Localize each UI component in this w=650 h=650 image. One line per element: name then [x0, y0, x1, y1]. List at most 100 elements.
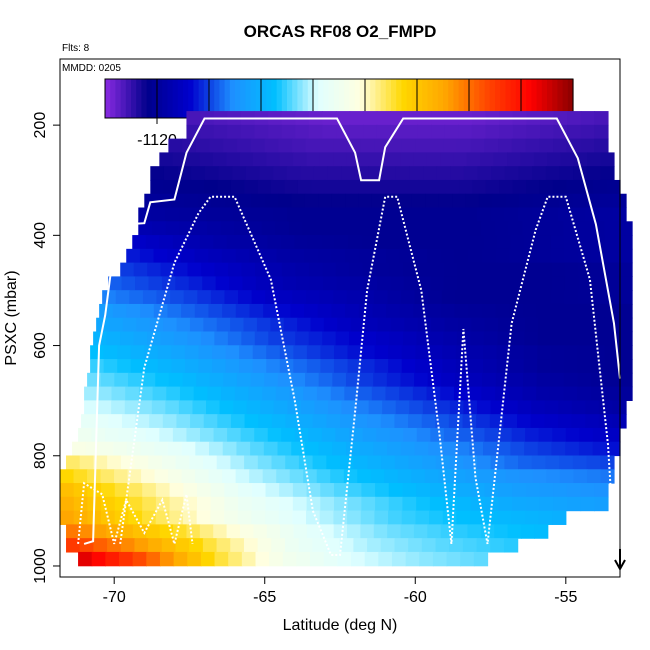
heatmap-cell	[571, 414, 586, 429]
heatmap-cell	[224, 496, 239, 512]
heatmap-cell	[219, 400, 234, 415]
heatmap-cell	[362, 427, 377, 443]
heatmap-cell	[388, 359, 403, 374]
heatmap-cell	[360, 138, 376, 154]
heatmap-cell	[409, 166, 424, 181]
heatmap-cell	[468, 372, 483, 388]
heatmap-cell	[176, 414, 191, 429]
heatmap-cell	[385, 248, 401, 264]
heatmap-cell	[168, 372, 184, 388]
heatmap-cell	[210, 290, 226, 305]
heatmap-cell	[565, 441, 580, 457]
heatmap-cell	[374, 510, 389, 525]
heatmap-cell	[563, 248, 578, 264]
heatmap-cell	[361, 483, 376, 498]
heatmap-cell	[267, 427, 282, 443]
heatmap-cell	[504, 166, 520, 181]
heatmap-cell	[593, 179, 608, 195]
heatmap-cell	[427, 303, 442, 319]
heatmap-cell	[144, 359, 159, 374]
heatmap-cell	[490, 207, 505, 222]
heatmap-cell	[409, 207, 424, 222]
heatmap-cell	[509, 372, 524, 388]
heatmap-cell	[398, 221, 414, 236]
heatmap-cell	[280, 235, 295, 250]
heatmap-cell	[443, 138, 458, 154]
heatmap-cell	[524, 441, 539, 457]
heatmap-cell	[103, 345, 118, 360]
heatmap-cell	[386, 152, 401, 167]
heatmap-cell	[401, 345, 416, 360]
heatmap-cell	[387, 290, 402, 305]
heatmap-cell	[399, 386, 414, 401]
heatmap-cell	[363, 276, 378, 291]
heatmap-cell	[266, 152, 281, 167]
heatmap-cell	[227, 262, 243, 277]
heatmap-cell	[254, 427, 269, 443]
heatmap-cell	[440, 386, 455, 401]
heatmap-cell	[222, 441, 238, 457]
heatmap-cell	[476, 400, 492, 415]
heatmap-cell	[196, 483, 212, 498]
heatmap-cell	[457, 276, 472, 291]
colorbar-segment	[406, 79, 413, 118]
x-tick-label: -60	[404, 589, 427, 606]
heatmap-cell	[209, 441, 224, 457]
heatmap-cell	[457, 427, 472, 443]
heatmap-cell	[359, 441, 375, 457]
heatmap-cell	[520, 524, 535, 539]
heatmap-cell	[169, 483, 184, 498]
heatmap-cell	[498, 138, 513, 154]
heatmap-cell	[186, 427, 201, 443]
heatmap-cell	[159, 524, 174, 539]
heatmap-cell	[378, 179, 393, 195]
heatmap-cell	[292, 510, 307, 525]
date-label: MMDD: 0205	[62, 63, 121, 74]
heatmap-cell	[271, 414, 287, 429]
heatmap-cell	[349, 331, 364, 346]
heatmap-cell	[138, 386, 154, 401]
heatmap-cell	[117, 359, 132, 374]
heatmap-cell	[223, 372, 238, 388]
heatmap-cell	[220, 221, 235, 236]
heatmap-cell	[281, 427, 296, 443]
heatmap-cell	[230, 455, 245, 470]
heatmap-cell	[254, 331, 269, 346]
heatmap-cell	[165, 400, 180, 415]
heatmap-cell	[374, 345, 389, 360]
heatmap-cell	[490, 455, 505, 470]
heatmap-cell	[565, 427, 580, 443]
colorbar-segment	[162, 79, 168, 118]
colorbar-segment	[411, 79, 418, 118]
heatmap-cell	[534, 524, 549, 539]
heatmap-cell	[578, 331, 593, 346]
heatmap-cell	[162, 414, 178, 429]
heatmap-cell	[605, 235, 620, 250]
heatmap-cell	[197, 290, 212, 305]
colorbar-segment	[521, 79, 527, 118]
heatmap-cell	[226, 152, 241, 167]
heatmap-cell	[316, 386, 332, 401]
heatmap-cell	[571, 207, 586, 222]
heatmap-cell	[618, 386, 633, 401]
heatmap-cell	[599, 193, 614, 209]
heatmap-cell	[73, 510, 88, 525]
heatmap-cell	[323, 551, 338, 567]
heatmap-cell	[109, 317, 124, 333]
heatmap-cell	[537, 345, 552, 360]
heatmap-cell	[148, 276, 163, 291]
heatmap-cell	[224, 193, 239, 209]
heatmap-cell	[577, 359, 592, 374]
heatmap-cell	[417, 124, 432, 140]
heatmap-cell	[491, 166, 506, 181]
heatmap-cell	[319, 290, 334, 305]
heatmap-cell	[73, 483, 88, 498]
heatmap-cell	[285, 414, 300, 429]
heatmap-cell	[276, 303, 292, 319]
colorbar-segment	[110, 79, 116, 118]
heatmap-cell	[281, 124, 296, 140]
heatmap-cell	[531, 400, 546, 415]
heatmap-cell	[388, 496, 404, 512]
heatmap-cell	[101, 496, 116, 512]
heatmap-cell	[495, 372, 511, 388]
